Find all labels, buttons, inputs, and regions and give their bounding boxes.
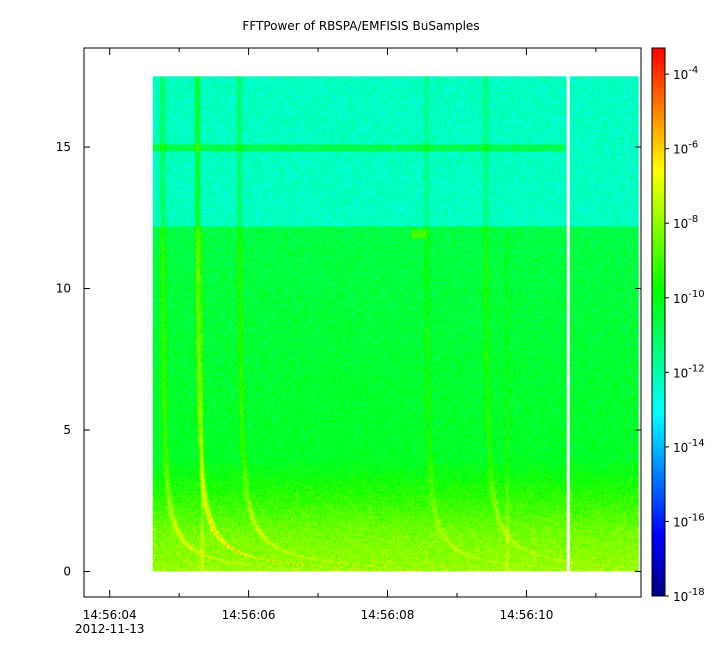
colorbar-tick-label: 10-14 [673, 438, 705, 455]
colorbar-tick-exponent: -8 [688, 214, 698, 225]
y-tick-label: 10 [56, 282, 71, 296]
colorbar-tick-label: 10-18 [673, 587, 705, 604]
y-axis: 0 5 10 15 [56, 140, 641, 579]
colorbar-tick-exponent: -16 [688, 512, 704, 523]
x-tick-date-label: 2012-11-13 [75, 622, 145, 636]
y-tick-label: 5 [63, 423, 71, 437]
plot-area [83, 47, 642, 598]
colorbar-tick-base: 10 [673, 366, 688, 380]
colorbar-tick-label: 10-8 [673, 214, 698, 231]
colorbar-tick-label: 10-4 [673, 65, 698, 82]
colorbar-tick-base: 10 [673, 515, 688, 529]
colorbar-tick-base: 10 [673, 590, 688, 604]
colorbar-tick-exponent: -12 [688, 363, 704, 374]
x-tick-label: 14:56:08 [361, 608, 415, 622]
colorbar-tick-label: 10-10 [673, 289, 705, 306]
colorbar-tick-base: 10 [673, 292, 688, 306]
colorbar-tick-base: 10 [673, 68, 688, 82]
colorbar-gradient [652, 48, 665, 596]
colorbar-tick-exponent: -4 [688, 65, 698, 76]
x-tick-label: 14:56:06 [222, 608, 276, 622]
colorbar-tick-exponent: -6 [688, 140, 698, 151]
plot-frame [83, 47, 642, 598]
colorbar-frame [651, 47, 666, 597]
colorbar-tick-base: 10 [673, 441, 688, 455]
colorbar-tick-base: 10 [673, 143, 688, 157]
colorbar-tick-base: 10 [673, 217, 688, 231]
colorbar-tick-label: 10-6 [673, 140, 698, 157]
y-tick-label: 0 [63, 565, 71, 579]
x-tick-label: 14:56:04 [83, 608, 137, 622]
colorbar-tick-exponent: -14 [688, 438, 704, 449]
colorbar-tick-label: 10-16 [673, 512, 705, 529]
x-tick-label: 14:56:10 [499, 608, 553, 622]
spectrogram-image [152, 76, 639, 572]
y-tick-label: 15 [56, 140, 71, 154]
colorbar-tick-exponent: -10 [688, 289, 704, 300]
colorbar-tick-exponent: -18 [688, 587, 704, 598]
chart-title: FFTPower of RBSPA/EMFISIS BuSamples [242, 19, 479, 33]
colorbar-tick-label: 10-12 [673, 363, 705, 380]
